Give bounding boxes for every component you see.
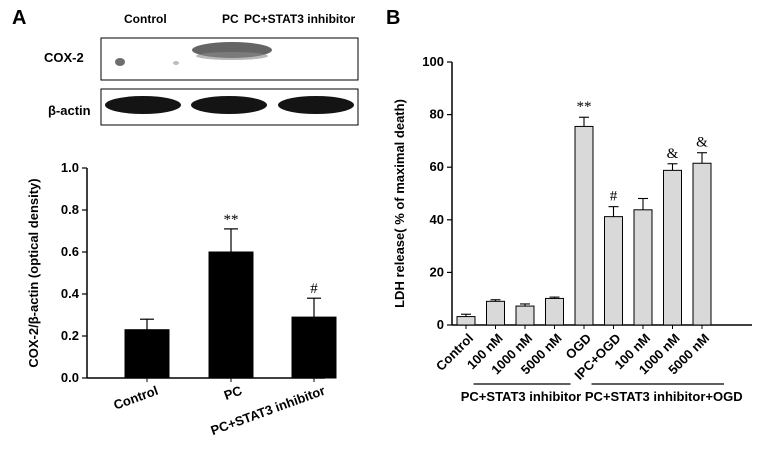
blot-band-bactin-pc-stat3 (278, 96, 354, 114)
blot-band-cox2-pc-smear (196, 52, 268, 60)
panel-label-b: B (386, 7, 400, 29)
bar (692, 162, 712, 326)
x-tick-label: PC (222, 383, 245, 403)
blot-speck-cox2 (173, 61, 179, 65)
y-axis-label: COX-2/β-actin (optical density) (26, 178, 41, 367)
chart-b: 0 20 40 60 80 100 LDH release( % of maximal de… (392, 54, 752, 404)
y-tick-label: 40 (430, 212, 444, 227)
blot-lane-label-pc: PC (222, 12, 239, 26)
x-tick-label: Control (111, 383, 160, 413)
western-blot: Control PC PC+STAT3 inhibitor COX-2 β-ac… (44, 12, 359, 126)
blot-band-cox2-control (115, 58, 125, 66)
significance-marker: ** (224, 212, 239, 228)
bar (208, 251, 254, 379)
bar (663, 169, 682, 326)
bar (486, 300, 505, 326)
y-tick-label: 0.8 (61, 202, 79, 217)
bar (515, 305, 535, 326)
group-label: PC+STAT3 inhibitor (461, 389, 582, 404)
y-tick-label: 0 (437, 317, 444, 332)
bar (124, 329, 170, 379)
group-label: PC+STAT3 inhibitor+OGD (585, 389, 743, 404)
blot-band-bactin-pc (191, 96, 267, 114)
bar (545, 297, 564, 326)
bar (456, 316, 476, 326)
y-tick-label: 80 (430, 107, 444, 122)
chart-a: 0.0 0.2 0.4 0.6 0.8 1.0 COX-2/β-actin (optical… (26, 160, 337, 438)
y-tick-label: 0.6 (61, 244, 79, 259)
blot-row-label-bactin: β-actin (48, 103, 91, 118)
bar (604, 216, 623, 326)
panel-label-a: A (12, 7, 26, 29)
y-tick-label: 0.4 (61, 286, 80, 301)
y-tick-label: 20 (430, 264, 444, 279)
bar (291, 316, 337, 379)
significance-marker: & (696, 135, 708, 151)
y-tick-label: 0.2 (61, 328, 79, 343)
blot-lane-label-pc-stat3: PC+STAT3 inhibitor (244, 12, 356, 26)
significance-marker: # (610, 189, 618, 205)
y-tick-label: 100 (422, 54, 444, 69)
blot-lane-label-control: Control (124, 12, 167, 26)
blot-row-label-cox2: COX-2 (44, 50, 84, 65)
significance-marker: ** (577, 99, 592, 115)
bar (633, 209, 653, 326)
y-tick-label: 60 (430, 159, 444, 174)
blot-band-bactin-control (105, 96, 181, 114)
y-axis-label: LDH release( % of maximal death) (392, 99, 407, 308)
y-tick-label: 1.0 (61, 160, 79, 175)
significance-marker: # (310, 281, 318, 297)
significance-marker: & (667, 146, 679, 162)
y-tick-label: 0.0 (61, 370, 79, 385)
bar (574, 125, 594, 326)
